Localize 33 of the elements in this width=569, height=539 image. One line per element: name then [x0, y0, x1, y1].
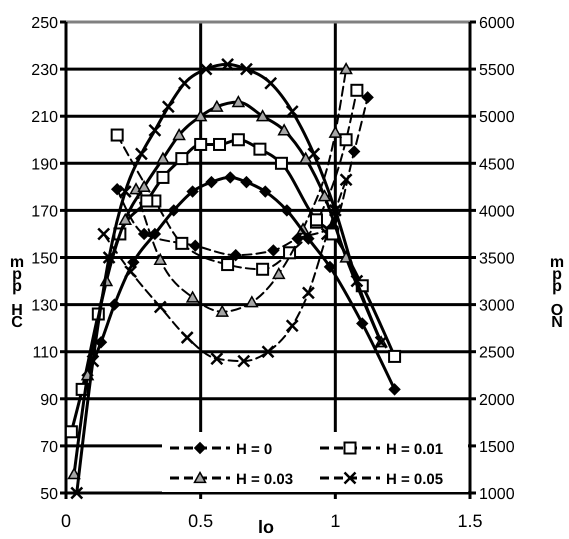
- y-tick-label: 230: [31, 62, 58, 80]
- y2-tick-label: 1500: [479, 438, 515, 456]
- y2-tick-label: 2000: [479, 392, 515, 409]
- x-axis-title: lo: [258, 517, 274, 537]
- y2-tick-label: 3500: [479, 250, 515, 268]
- y-tick-label: 190: [31, 156, 58, 174]
- x-tick-label: 0.5: [188, 511, 214, 531]
- legend-label: H = 0.01: [386, 441, 444, 458]
- y-tick-label: 210: [31, 109, 58, 126]
- x-tick-label: 1.5: [457, 511, 483, 531]
- y2-tick-label: 3000: [479, 298, 515, 315]
- y-axis-title: mpp HC: [8, 254, 26, 328]
- legend-label: H = 0: [236, 441, 272, 458]
- y2-tick-label: 4500: [479, 156, 515, 174]
- y2-tick-label: 5000: [479, 109, 515, 126]
- y-tick-label: 170: [31, 203, 58, 220]
- y-tick-label: 250: [31, 15, 58, 32]
- y2-tick-label: 2500: [479, 344, 515, 362]
- y-tick-label: 110: [32, 344, 58, 362]
- y2-tick-label: 6000: [479, 15, 515, 32]
- legend-label: H = 0.03: [236, 471, 294, 488]
- y2-tick-label: 5500: [479, 62, 515, 80]
- y2-tick-label: 4000: [479, 203, 515, 220]
- y-tick-label: 150: [31, 250, 58, 268]
- y-tick-label: 90: [40, 392, 58, 409]
- y-tick-label: 70: [40, 438, 58, 456]
- legend-label: H = 0.05: [386, 471, 444, 488]
- y-tick-label: 50: [40, 486, 58, 503]
- y2-tick-label: 1000: [479, 486, 515, 503]
- y2-axis-title: mpp ON: [548, 254, 566, 327]
- x-tick-label: 0: [60, 511, 72, 531]
- y-tick-label: 130: [31, 298, 58, 315]
- x-tick-label: 1: [330, 511, 340, 531]
